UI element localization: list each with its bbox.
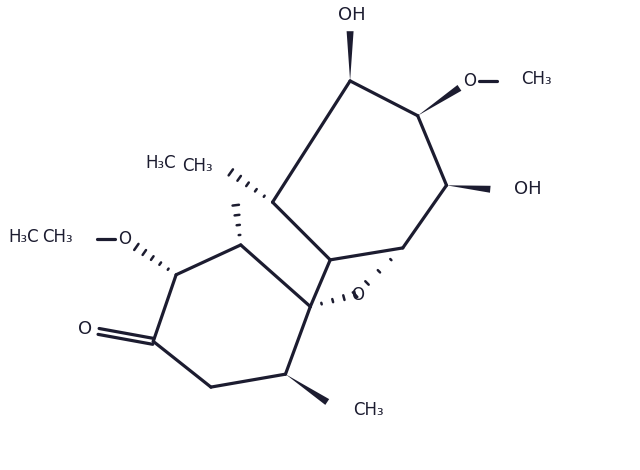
- Polygon shape: [447, 185, 491, 193]
- Text: O: O: [463, 72, 476, 90]
- Text: O: O: [118, 230, 131, 248]
- Text: H₃C: H₃C: [145, 155, 176, 172]
- Text: H₃C: H₃C: [8, 228, 39, 246]
- Text: CH₃: CH₃: [353, 401, 384, 419]
- Text: OH: OH: [514, 180, 541, 198]
- Text: O: O: [351, 286, 365, 304]
- Polygon shape: [418, 85, 461, 116]
- Text: OH: OH: [339, 6, 366, 24]
- Polygon shape: [285, 374, 329, 405]
- Polygon shape: [347, 31, 353, 81]
- Text: CH₃: CH₃: [521, 70, 552, 88]
- Text: CH₃: CH₃: [182, 157, 213, 175]
- Text: CH₃: CH₃: [42, 228, 73, 246]
- Text: O: O: [77, 321, 92, 338]
